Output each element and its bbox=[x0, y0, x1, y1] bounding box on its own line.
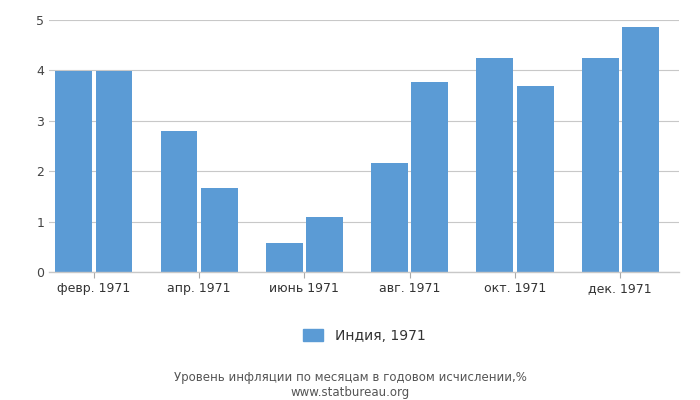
Bar bbox=[160, 131, 197, 272]
Bar bbox=[412, 82, 448, 272]
Bar bbox=[266, 243, 302, 272]
Bar bbox=[517, 86, 554, 272]
Bar bbox=[201, 188, 237, 272]
Bar bbox=[55, 72, 92, 272]
Bar bbox=[96, 72, 132, 272]
Bar bbox=[477, 58, 513, 272]
Text: Уровень инфляции по месяцам в годовом исчислении,%: Уровень инфляции по месяцам в годовом ис… bbox=[174, 372, 526, 384]
Legend: Индия, 1971: Индия, 1971 bbox=[297, 323, 431, 348]
Bar bbox=[306, 216, 343, 272]
Bar bbox=[622, 26, 659, 272]
Text: www.statbureau.org: www.statbureau.org bbox=[290, 386, 410, 399]
Bar bbox=[582, 58, 619, 272]
Bar bbox=[371, 163, 408, 272]
